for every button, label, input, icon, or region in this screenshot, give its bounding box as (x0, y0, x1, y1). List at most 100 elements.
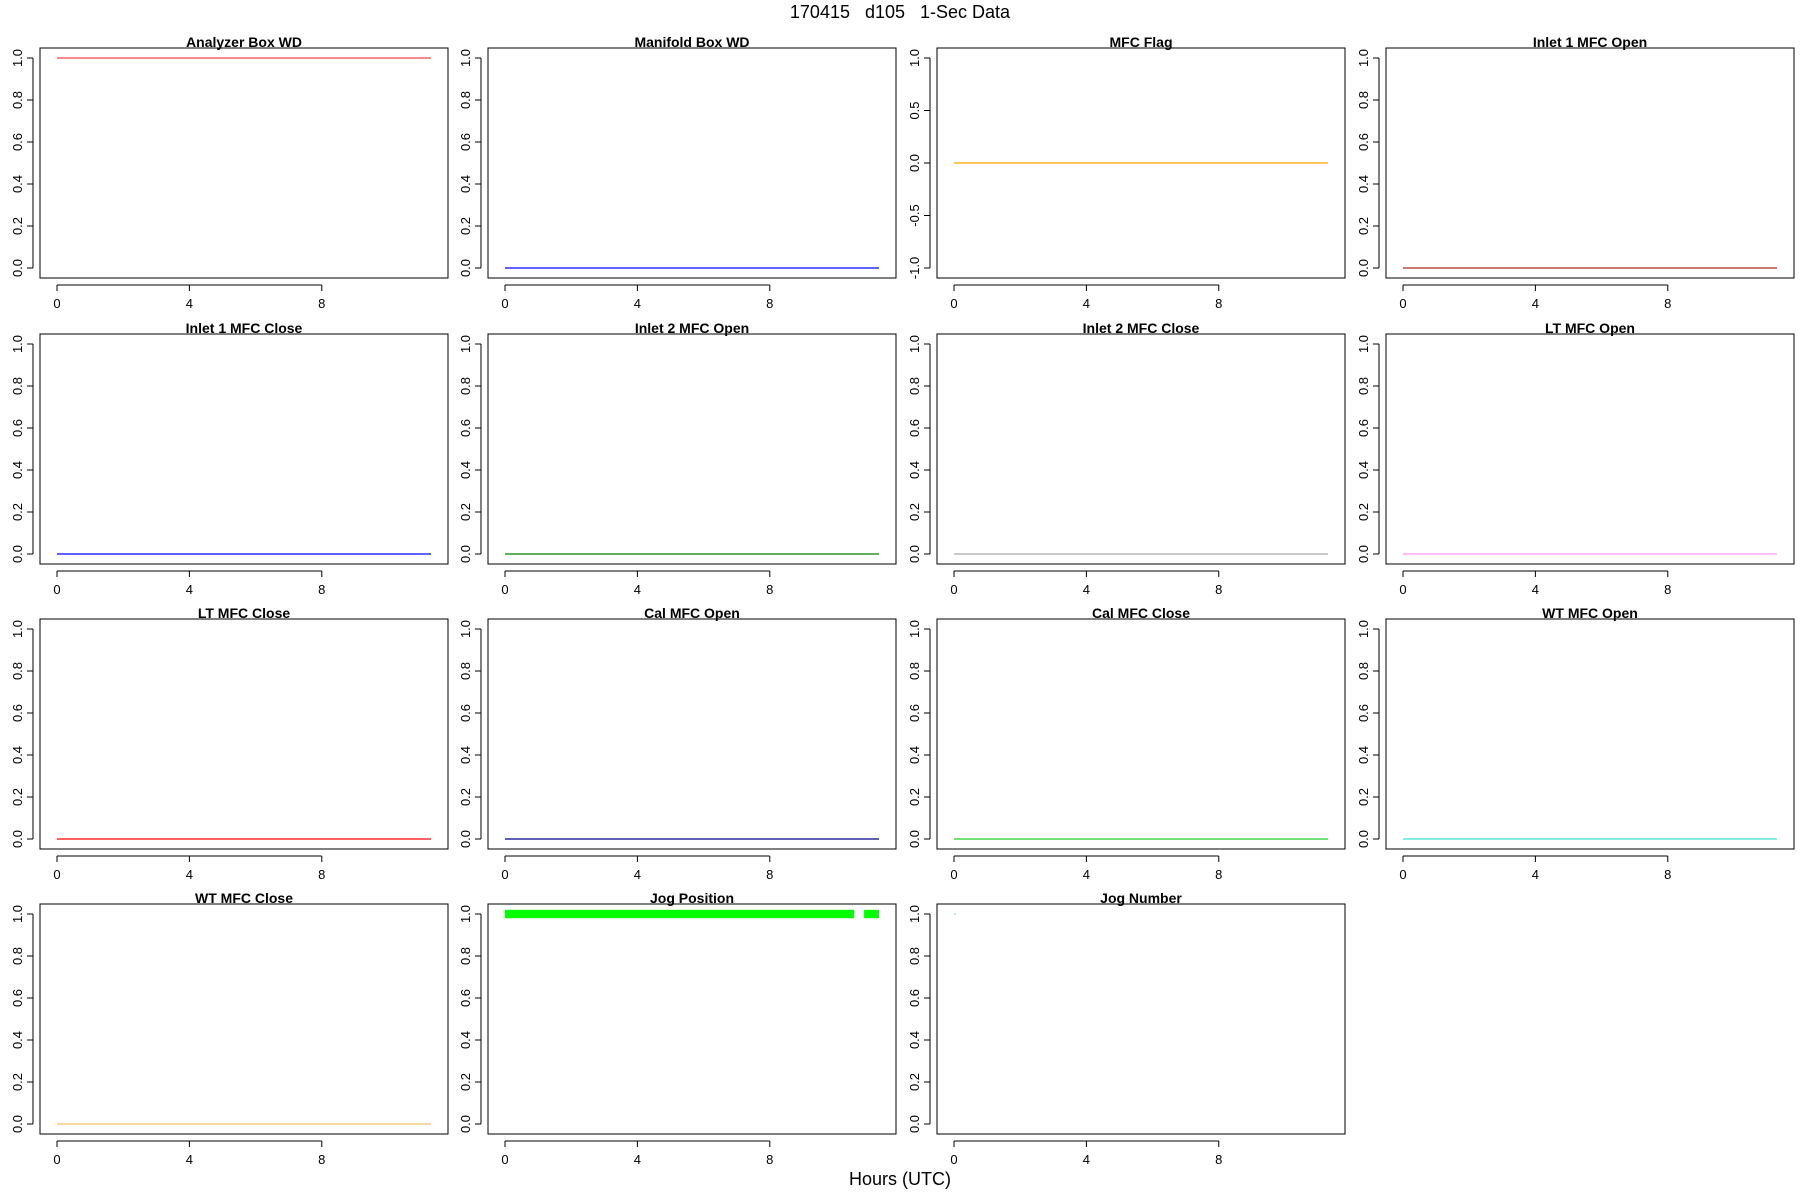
y-tick-label: 0.4 (10, 746, 25, 764)
y-tick-label: 0.4 (458, 175, 473, 193)
x-tick-label: 0 (501, 582, 508, 597)
x-tick-label: 8 (318, 582, 325, 597)
y-tick-label: 1.0 (907, 620, 922, 638)
panel-title: Cal MFC Close (1092, 605, 1190, 621)
y-tick-label: 0.0 (10, 830, 25, 848)
y-tick-label: -1.0 (907, 257, 922, 279)
x-tick-label: 8 (318, 1152, 325, 1167)
panel: WT MFC Close 0 4 8 0.0 0.2 0.4 0.6 0.8 1.0 (10, 890, 449, 1167)
panel: Jog Position 0 4 8 0.0 0.2 0.4 0.6 0.8 1.0 (458, 890, 897, 1167)
panel: LT MFC Open 0 4 8 0.0 0.2 0.4 0.6 0.8 1.0 (1356, 320, 1795, 597)
panel: LT MFC Close 0 4 8 0.0 0.2 0.4 0.6 0.8 1.0 (10, 605, 449, 882)
y-tick-label: 1.0 (458, 905, 473, 923)
y-tick-label: 1.0 (10, 335, 25, 353)
plot-frame (1385, 47, 1795, 279)
y-tick-label: 0.8 (1356, 377, 1371, 395)
plot-frame (1385, 333, 1795, 565)
x-tick-label: 8 (1215, 296, 1222, 311)
x-tick-label: 0 (501, 867, 508, 882)
x-tick-label: 0 (950, 582, 957, 597)
plot-frame (1385, 618, 1795, 850)
panel: Inlet 1 MFC Open 0 4 8 0.0 0.2 0.4 0.6 0.8 1.0 (1356, 34, 1795, 311)
x-axis-label: Hours (UTC) (849, 1169, 951, 1189)
y-tick-label: 0.8 (907, 947, 922, 965)
panel-title: WT MFC Open (1542, 605, 1638, 621)
panel: Inlet 1 MFC Close 0 4 8 0.0 0.2 0.4 0.6 0.8 1.0 (10, 320, 449, 597)
y-tick-label: 1.0 (907, 335, 922, 353)
y-tick-label: 0.4 (907, 746, 922, 764)
x-tick-label: 4 (1083, 867, 1090, 882)
x-tick-label: 4 (634, 296, 641, 311)
y-tick-label: 0.4 (1356, 175, 1371, 193)
y-tick-label: 0.0 (1356, 545, 1371, 563)
y-tick-label: 0.0 (907, 830, 922, 848)
y-tick-label: 0.8 (907, 662, 922, 680)
y-tick-label: 0.8 (10, 947, 25, 965)
x-tick-label: 0 (1399, 296, 1406, 311)
y-tick-label: 0.8 (458, 377, 473, 395)
y-tick-label: 0.0 (1356, 259, 1371, 277)
y-tick-label: 0.6 (907, 989, 922, 1007)
y-tick-label: 0.4 (10, 461, 25, 479)
y-tick-label: 0.2 (907, 788, 922, 806)
y-tick-label: 1.0 (10, 905, 25, 923)
panel: Manifold Box WD 0 4 8 0.0 0.2 0.4 0.6 0.8 1.0 (458, 34, 897, 311)
plot-frame (39, 47, 449, 279)
y-tick-label: 0.0 (10, 1115, 25, 1133)
x-tick-label: 4 (634, 582, 641, 597)
panel-title: Inlet 2 MFC Close (1083, 320, 1200, 336)
x-tick-label: 0 (950, 867, 957, 882)
x-tick-label: 4 (1532, 296, 1539, 311)
y-tick-label: 0.8 (458, 662, 473, 680)
y-tick-label: 1.0 (458, 49, 473, 67)
y-tick-label: 0.0 (907, 545, 922, 563)
x-tick-label: 4 (186, 1152, 193, 1167)
y-tick-label: 0.2 (10, 1073, 25, 1091)
y-tick-label: 0.2 (458, 1073, 473, 1091)
x-tick-label: 0 (501, 1152, 508, 1167)
y-tick-label: 0.2 (1356, 503, 1371, 521)
panel-title: Jog Position (650, 890, 734, 906)
panel: Cal MFC Close 0 4 8 0.0 0.2 0.4 0.6 0.8 1.0 (907, 605, 1346, 882)
y-tick-label: 0.6 (10, 704, 25, 722)
x-tick-label: 8 (766, 582, 773, 597)
x-tick-label: 8 (1664, 296, 1671, 311)
y-tick-label: 0.2 (1356, 217, 1371, 235)
y-tick-label: 0.6 (1356, 419, 1371, 437)
y-tick-label: 0.0 (458, 545, 473, 563)
x-tick-label: 4 (1083, 1152, 1090, 1167)
y-tick-label: -0.5 (907, 204, 922, 226)
y-tick-label: 1.0 (10, 620, 25, 638)
plot-frame (936, 618, 1346, 850)
panel-title: LT MFC Close (198, 605, 291, 621)
plot-frame (487, 618, 897, 850)
y-tick-label: 0.6 (458, 989, 473, 1007)
panel: WT MFC Open 0 4 8 0.0 0.2 0.4 0.6 0.8 1.0 (1356, 605, 1795, 882)
x-tick-label: 8 (766, 1152, 773, 1167)
y-tick-label: 1.0 (458, 335, 473, 353)
y-tick-label: 0.0 (458, 1115, 473, 1133)
y-tick-label: 0.0 (907, 1115, 922, 1133)
y-tick-label: 0.4 (907, 461, 922, 479)
x-tick-label: 4 (1532, 582, 1539, 597)
x-tick-label: 0 (1399, 867, 1406, 882)
x-tick-label: 8 (1215, 1152, 1222, 1167)
x-tick-label: 0 (53, 296, 60, 311)
x-tick-label: 8 (1215, 582, 1222, 597)
y-tick-label: 0.5 (907, 101, 922, 119)
x-tick-label: 4 (186, 867, 193, 882)
plot-frame (39, 903, 449, 1135)
y-tick-label: 0.8 (10, 662, 25, 680)
y-tick-label: 0.6 (907, 419, 922, 437)
panel: Inlet 2 MFC Close 0 4 8 0.0 0.2 0.4 0.6 0.8 1.0 (907, 320, 1346, 597)
y-tick-label: 0.2 (907, 1073, 922, 1091)
y-tick-label: 0.6 (458, 419, 473, 437)
y-tick-label: 0.8 (1356, 662, 1371, 680)
y-tick-label: 0.8 (458, 947, 473, 965)
x-tick-label: 0 (53, 582, 60, 597)
y-tick-label: 0.6 (1356, 133, 1371, 151)
y-tick-label: 0.4 (458, 746, 473, 764)
x-tick-label: 4 (1532, 867, 1539, 882)
y-tick-label: 1.0 (907, 905, 922, 923)
y-tick-label: 0.6 (10, 419, 25, 437)
